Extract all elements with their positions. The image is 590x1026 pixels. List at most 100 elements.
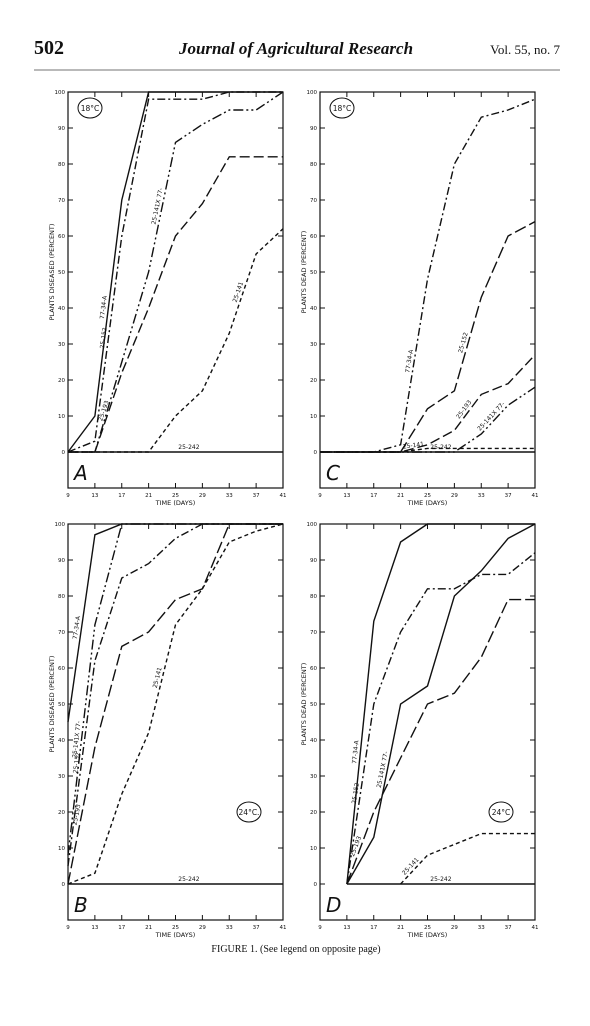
series-label: 25-141X 77- <box>476 401 506 433</box>
series-line <box>346 523 536 885</box>
y-tick-label: 40 <box>310 738 317 744</box>
x-tick-label: 33 <box>226 925 233 931</box>
annotation-circle <box>77 97 103 119</box>
y-tick-label: 80 <box>58 594 65 600</box>
x-tick-label: 25 <box>172 493 179 499</box>
y-tick-label: 60 <box>310 234 317 240</box>
series-label: 77-34-A <box>99 294 109 319</box>
panel-letter: A <box>72 461 88 485</box>
y-tick-label: 100 <box>55 522 66 528</box>
series-line <box>346 598 535 885</box>
y-tick-label: 50 <box>310 702 317 708</box>
x-tick-label: 21 <box>145 925 152 931</box>
series-label: 25-242 <box>178 444 199 451</box>
series-line <box>67 523 283 723</box>
y-tick-label: 0 <box>314 450 318 456</box>
y-tick-label: 10 <box>58 846 65 852</box>
y-tick-label: 20 <box>310 810 317 816</box>
panel: 0 10 20 30 40 50 60 70 80 90 100 9 13 17 21 25 29 33 37 41 T… <box>48 522 287 939</box>
x-tick-label: 41 <box>532 925 539 931</box>
annotation-circle <box>488 801 514 823</box>
y-tick-label: 100 <box>55 90 66 96</box>
series-label: 25-152 <box>351 782 361 804</box>
series-line <box>67 91 283 453</box>
series-label: 25-242 <box>430 444 451 451</box>
x-tick-label: 13 <box>343 493 350 499</box>
x-tick-label: 33 <box>478 925 485 931</box>
x-tick-label: 33 <box>478 493 485 499</box>
y-tick-label: 80 <box>310 162 317 168</box>
y-tick-label: 50 <box>58 702 65 708</box>
y-tick-label: 40 <box>310 306 317 312</box>
x-tick-label: 17 <box>118 493 125 499</box>
y-tick-label: 50 <box>310 270 317 276</box>
x-tick-label: 21 <box>397 493 404 499</box>
x-tick-label: 13 <box>91 493 98 499</box>
annotation: 18°C <box>333 104 352 113</box>
y-tick-label: 60 <box>58 666 65 672</box>
y-axis-label: PLANTS DISEASED (PERCENT) <box>48 656 56 753</box>
annotation: 24°C. <box>239 808 260 817</box>
y-tick-label: 80 <box>310 594 317 600</box>
y-tick-label: 40 <box>58 306 65 312</box>
x-tick-label: 9 <box>66 925 70 931</box>
x-tick-label: 13 <box>91 925 98 931</box>
y-tick-label: 90 <box>310 126 317 132</box>
series-label: 25-193 <box>72 803 83 825</box>
x-tick-label: 17 <box>370 925 377 931</box>
series-label: 77-34-A <box>351 739 360 764</box>
series-label: 25-242 <box>178 876 199 883</box>
y-tick-label: 50 <box>58 270 65 276</box>
series-line <box>67 523 284 885</box>
figure-caption: FIGURE 1. (See legend on opposite page) <box>211 944 380 955</box>
y-tick-label: 20 <box>58 378 65 384</box>
y-tick-label: 70 <box>310 630 317 636</box>
x-tick-label: 29 <box>451 493 458 499</box>
y-tick-label: 10 <box>58 414 65 420</box>
series-label: 25-141 <box>402 441 424 451</box>
panel-letter: D <box>326 893 341 917</box>
y-tick-label: 60 <box>58 234 65 240</box>
series-label: 25-242 <box>430 876 451 883</box>
x-tick-label: 29 <box>199 925 206 931</box>
x-tick-label: 29 <box>199 493 206 499</box>
y-tick-label: 90 <box>310 558 317 564</box>
series-label: 25-141X 77- <box>71 721 82 759</box>
plot-frame <box>319 91 536 489</box>
panel: 0 10 20 30 40 50 60 70 80 90 100 9 13 17 21 25 29 33 37 41 T… <box>300 90 539 507</box>
x-axis-label: TIME (DAYS) <box>407 499 448 507</box>
plot-frame <box>67 523 284 921</box>
x-tick-label: 13 <box>343 925 350 931</box>
series-label: 77-34-A <box>404 348 415 373</box>
x-tick-label: 41 <box>280 925 287 931</box>
series-line <box>346 552 536 885</box>
y-tick-label: 90 <box>58 126 65 132</box>
x-tick-label: 9 <box>318 925 322 931</box>
plot-frame <box>319 523 536 921</box>
x-tick-label: 17 <box>370 493 377 499</box>
x-tick-label: 37 <box>253 925 260 931</box>
y-axis-label: PLANTS DISEASED (PERCENT) <box>48 224 56 321</box>
x-tick-label: 29 <box>451 925 458 931</box>
x-tick-label: 9 <box>66 493 70 499</box>
panel-letter: C <box>326 461 340 485</box>
x-tick-label: 25 <box>424 493 431 499</box>
y-tick-label: 100 <box>307 522 318 528</box>
series-line <box>67 523 283 856</box>
series-line <box>67 523 283 885</box>
annotation-circle <box>329 97 355 119</box>
y-tick-label: 30 <box>310 342 317 348</box>
series-line <box>320 386 536 453</box>
x-axis-label: TIME (DAYS) <box>407 931 448 939</box>
y-tick-label: 0 <box>314 882 318 888</box>
x-tick-label: 37 <box>253 493 260 499</box>
series-label: 25-152 <box>72 752 82 774</box>
series-line <box>346 523 535 885</box>
y-tick-label: 0 <box>62 882 66 888</box>
y-tick-label: 80 <box>58 162 65 168</box>
y-tick-label: 40 <box>58 738 65 744</box>
series-line <box>320 220 536 453</box>
y-axis-label: PLANTS DEAD (PERCENT) <box>300 231 308 314</box>
x-tick-label: 37 <box>505 925 512 931</box>
